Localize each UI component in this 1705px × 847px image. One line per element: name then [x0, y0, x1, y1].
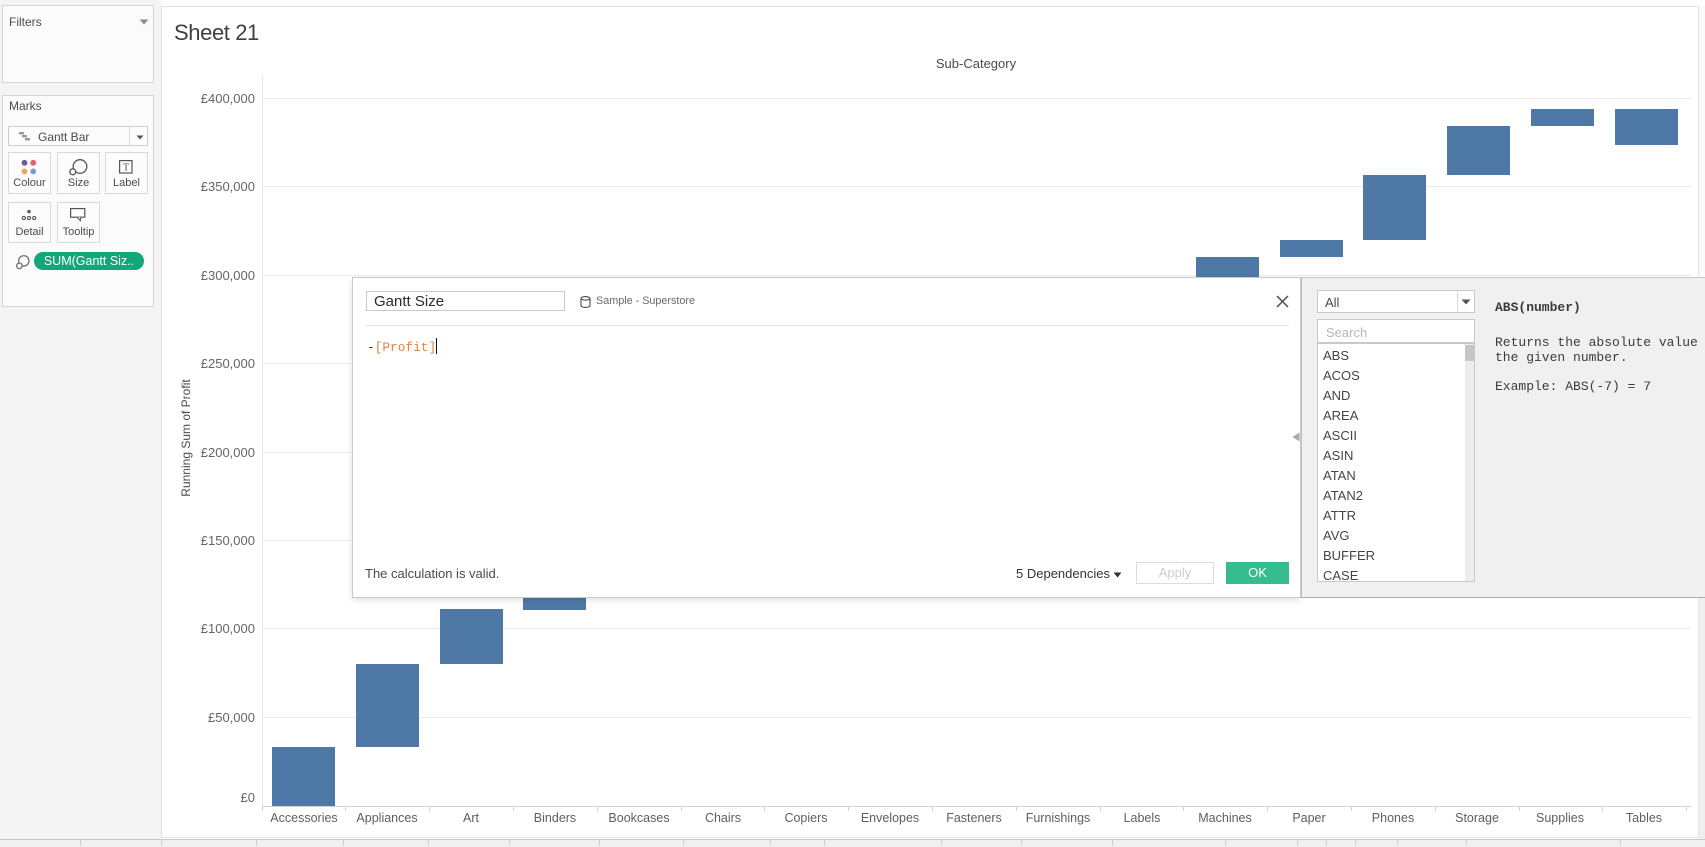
svg-text:T: T: [123, 162, 129, 173]
